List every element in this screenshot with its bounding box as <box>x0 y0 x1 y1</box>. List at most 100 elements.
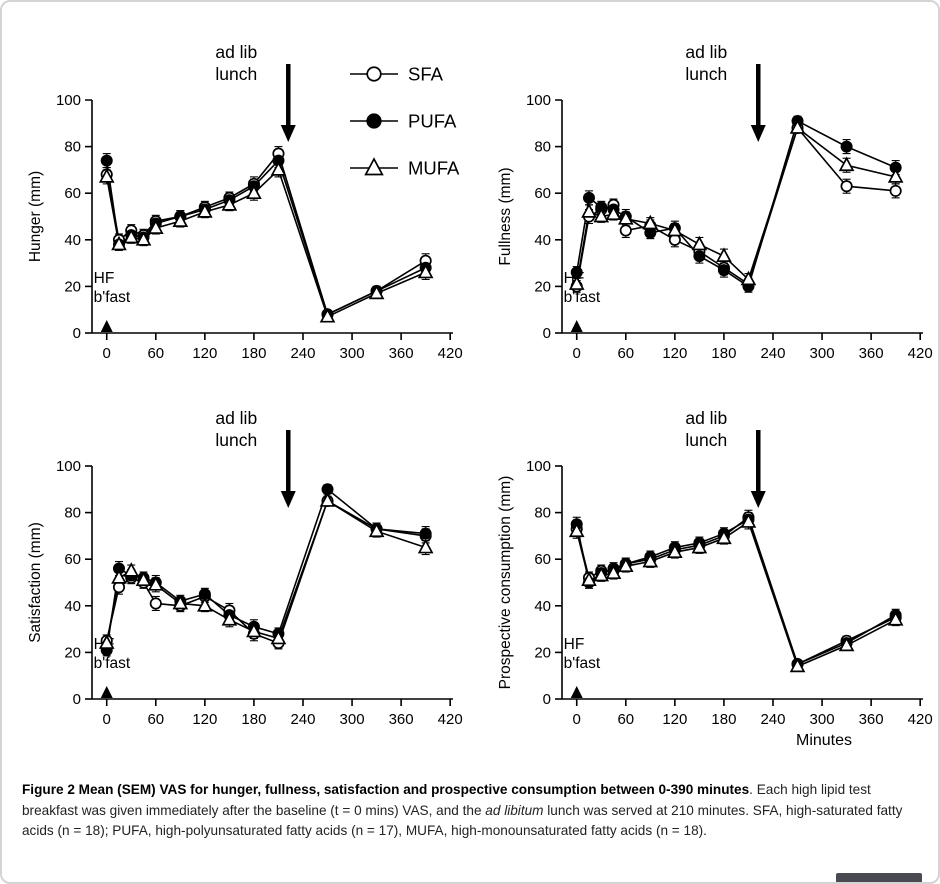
data-point <box>172 594 189 610</box>
data-point <box>840 140 853 153</box>
prospective-consumption-plot: 0 60 120 180 240 300 360 420 0 20 40 60 80 100 Prospec… <box>497 408 933 749</box>
data-point <box>417 538 434 554</box>
x-tick-label: 300 <box>340 711 365 728</box>
breakfast-label-line2: b'fast <box>94 289 131 306</box>
data-point <box>838 156 855 172</box>
open-triangle-icon <box>364 157 384 176</box>
breakfast-annotation: HF b'fast <box>94 270 131 332</box>
breakfast-label-line1: HF <box>94 270 115 287</box>
lunch-label-line2: lunch <box>685 64 727 84</box>
up-arrow-icon <box>570 686 583 698</box>
y-tick-label: 80 <box>534 505 551 522</box>
hunger-plot: 0 60 120 180 240 300 360 420 0 20 40 60 80 100 Hunger … <box>27 42 463 362</box>
data-point <box>417 263 434 279</box>
data-point <box>581 203 597 218</box>
data-point <box>147 576 164 591</box>
data-point <box>123 228 140 244</box>
y-tick-label: 80 <box>64 139 81 156</box>
data-point <box>319 307 336 323</box>
x-tick-label: 300 <box>810 711 835 728</box>
data-point <box>789 119 806 134</box>
data-point <box>123 562 140 577</box>
y-tick-label: 40 <box>64 598 81 615</box>
open-circle-icon <box>366 66 382 82</box>
data-point <box>789 657 806 673</box>
data-point <box>642 214 659 230</box>
x-tick-label: 300 <box>340 345 365 362</box>
figure-caption: Figure 2 Mean (SEM) VAS for hunger, full… <box>22 780 918 842</box>
data-point <box>568 522 585 538</box>
series-MUFA-markers <box>98 492 434 649</box>
data-point <box>149 597 162 610</box>
legend: SFA PUFA MUFA <box>350 64 460 179</box>
series-SFA-line <box>105 499 426 645</box>
axes <box>555 99 923 340</box>
y-tick-label: 100 <box>56 458 81 475</box>
data-point <box>716 247 732 262</box>
x-tick-label: 180 <box>241 711 266 728</box>
data-point <box>98 168 115 183</box>
legend-label-SFA: SFA <box>408 64 444 85</box>
x-tick-label: 420 <box>438 711 463 728</box>
x-tick-label: 360 <box>389 711 414 728</box>
breakfast-annotation: HFb'fast <box>564 636 601 698</box>
data-point <box>593 207 610 223</box>
caption-title: Figure 2 Mean (SEM) VAS for hunger, full… <box>22 782 750 797</box>
x-tick-label: 120 <box>192 345 217 362</box>
lunch-label-line2: lunch <box>215 430 257 450</box>
axis-labels: 0 60 120 180 240 300 360 420 0 20 40 60 80 100 Satisfa… <box>27 458 463 728</box>
up-arrow-icon <box>100 686 113 698</box>
x-tick-label: 120 <box>192 711 217 728</box>
x-tick-label: 180 <box>711 345 736 362</box>
data-point <box>605 564 622 580</box>
charts-grid: 0 60 120 180 240 300 360 420 0 20 40 60 80 100 Hunger … <box>2 8 938 756</box>
data-point <box>617 210 634 225</box>
data-point <box>221 611 238 626</box>
data-point <box>368 284 385 300</box>
y-axis-label: Hunger (mm) <box>27 171 44 262</box>
y-tick-label: 20 <box>64 644 81 661</box>
x-tick-label: 180 <box>241 345 266 362</box>
y-tick-label: 40 <box>534 232 551 249</box>
x-tick-label: 120 <box>662 345 687 362</box>
series-SFA-markers <box>100 494 432 650</box>
x-axis-label: Minutes <box>796 732 852 749</box>
legend-label-MUFA: MUFA <box>408 158 460 179</box>
x-tick-label: 240 <box>760 345 785 362</box>
x-tick-label: 120 <box>662 711 687 728</box>
series-MUFA-markers <box>568 513 904 673</box>
lunch-label-line2: lunch <box>215 64 257 84</box>
y-tick-label: 100 <box>526 92 551 109</box>
y-tick-label: 60 <box>534 551 551 568</box>
caption-italic-term: ad libitum <box>485 802 544 818</box>
x-tick-label: 0 <box>103 711 111 728</box>
satisfaction-chart-cell: 0 60 120 180 240 300 360 420 0 20 40 60 80 100 Satisfa… <box>2 374 472 756</box>
data-point <box>246 622 262 638</box>
lunch-label-line1: ad lib <box>215 42 257 62</box>
data-point <box>98 634 115 649</box>
x-tick-label: 0 <box>573 711 581 728</box>
data-point <box>887 168 904 183</box>
data-point <box>889 184 902 197</box>
data-point <box>740 513 757 528</box>
y-tick-label: 20 <box>534 644 551 661</box>
data-point <box>172 212 189 228</box>
filled-circle-icon <box>366 113 382 129</box>
fullness-chart-cell: 0 60 120 180 240 300 360 420 0 20 40 60 80 100 Fullnes… <box>472 8 938 374</box>
data-point <box>667 543 683 559</box>
y-tick-label: 0 <box>543 691 551 708</box>
breakfast-annotation: HFb'fast <box>564 270 601 332</box>
x-tick-label: 420 <box>438 345 463 362</box>
x-tick-label: 420 <box>908 711 933 728</box>
x-tick-label: 300 <box>810 345 835 362</box>
data-point <box>605 205 622 221</box>
data-point <box>197 203 213 218</box>
data-point <box>568 275 585 290</box>
x-tick-label: 360 <box>859 345 884 362</box>
axes <box>85 465 453 706</box>
data-point <box>887 611 904 626</box>
data-point <box>617 557 634 573</box>
x-tick-label: 360 <box>859 711 884 728</box>
